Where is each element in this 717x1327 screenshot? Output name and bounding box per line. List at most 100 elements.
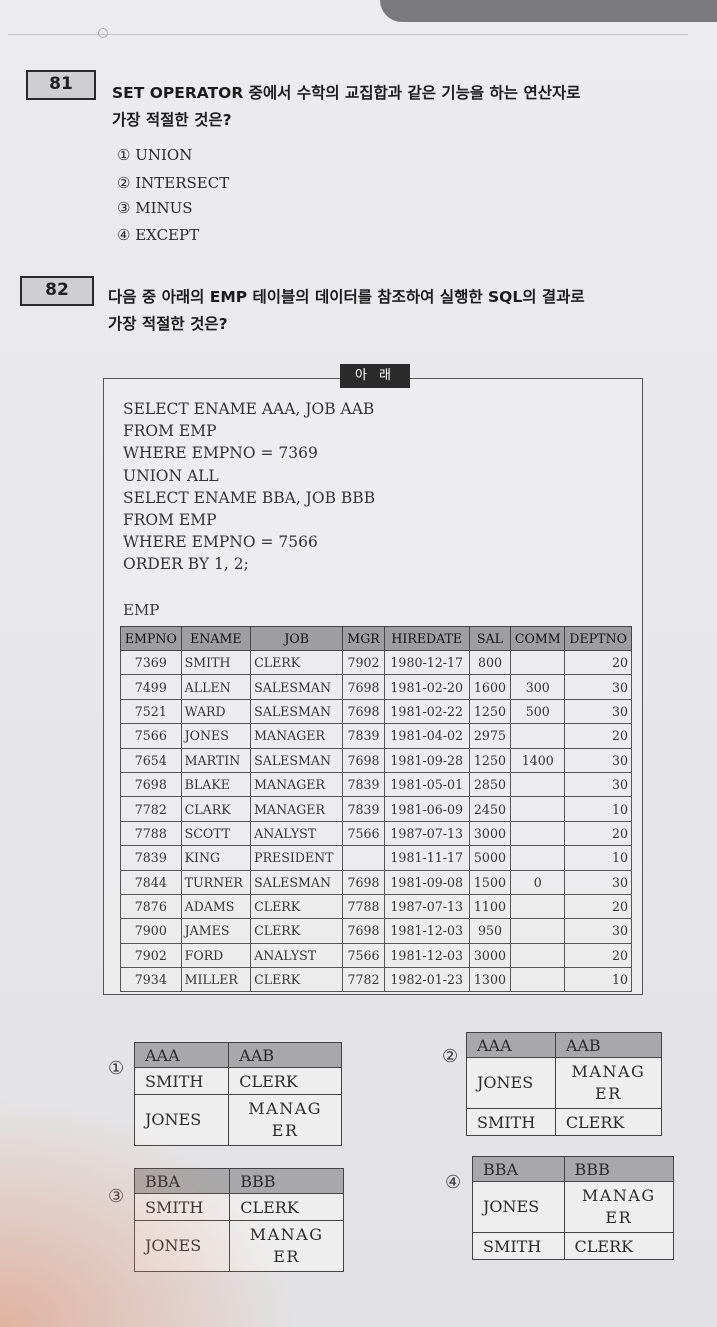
sql-line-2: FROM EMP — [123, 422, 217, 441]
question-81-number: 81 — [26, 70, 96, 100]
header-ring-mark — [98, 28, 108, 38]
emp-cell-comm — [510, 893, 566, 920]
emp-cell-hiredate: 1981-09-28 — [383, 747, 470, 773]
q81-choice-4[interactable]: ④ EXCEPT — [117, 226, 200, 244]
emp-cell-comm: 1400 — [510, 747, 566, 773]
emp-cell-mgr: 7566 — [342, 942, 385, 969]
emp-cell-mgr: 7839 — [342, 796, 385, 822]
emp-cell-empno: 7876 — [120, 893, 182, 920]
answer-header-cell: BBB — [229, 1168, 344, 1194]
emp-cell-job: PRESIDENT — [250, 845, 344, 871]
question-81-line-1: SET OPERATOR 중에서 수학의 교집합과 같은 기능을 하는 연산자로 — [112, 84, 581, 102]
answer-3-table[interactable]: BBA BBB SMITH CLERK JONES MANAG ER — [133, 1168, 344, 1272]
emp-cell-deptno: 30 — [564, 869, 632, 895]
emp-cell-sal: 2850 — [468, 771, 512, 798]
table-row: 7521 WARD SALESMAN 7698 1981-02-22 1250 500 30 — [120, 698, 632, 725]
answer-cell: JONES — [466, 1057, 556, 1109]
emp-cell-comm — [510, 771, 566, 798]
emp-cell-hiredate: 1982-01-23 — [383, 967, 470, 993]
emp-cell-ename: ALLEN — [180, 674, 252, 700]
emp-cell-mgr — [342, 845, 385, 871]
table-row: 7782 CLARK MANAGER 7839 1981-06-09 2450 10 — [120, 796, 632, 822]
emp-cell-mgr: 7698 — [342, 698, 385, 725]
emp-header-sal: SAL — [468, 626, 512, 651]
emp-cell-sal: 3000 — [468, 820, 512, 847]
emp-cell-job: SALESMAN — [250, 674, 344, 700]
emp-cell-empno: 7844 — [120, 869, 182, 895]
emp-cell-comm — [510, 845, 566, 871]
emp-cell-sal: 1100 — [468, 893, 512, 920]
answer-4-table[interactable]: BBA BBB JONES MANAG ER SMITH CLERK — [472, 1156, 675, 1260]
emp-cell-deptno: 30 — [564, 747, 632, 773]
answer-1-table[interactable]: AAA AAB SMITH CLERK JONES MANAG ER — [133, 1042, 342, 1146]
answer-header-row: BBA BBB — [472, 1156, 675, 1182]
emp-cell-sal: 1250 — [468, 747, 512, 773]
q81-choice-1[interactable]: ① UNION — [117, 146, 193, 164]
answer-2-table[interactable]: AAA AAB JONES MANAG ER SMITH CLERK — [466, 1032, 663, 1136]
answer-header-cell: BBA — [472, 1156, 565, 1182]
emp-cell-ename: SCOTT — [180, 820, 252, 847]
emp-cell-comm — [510, 649, 566, 676]
answer-2-number[interactable]: ② — [442, 1046, 459, 1067]
emp-cell-comm — [510, 796, 566, 822]
question-82-text: 다음 중 아래의 EMP 테이블의 데이터를 참조하여 실행한 SQL의 결과로… — [108, 284, 585, 338]
q81-choice-3[interactable]: ③ MINUS — [117, 199, 193, 217]
page-header-bar — [380, 0, 717, 22]
answer-1-number[interactable]: ① — [108, 1058, 125, 1079]
answer-header-cell: AAB — [228, 1042, 342, 1068]
emp-cell-ename: CLARK — [180, 796, 252, 822]
answer-cell: MANAG ER — [229, 1220, 344, 1272]
table-row: 7788 SCOTT ANALYST 7566 1987-07-13 3000 20 — [120, 820, 632, 847]
answer-cell: SMITH — [133, 1067, 230, 1095]
emp-cell-empno: 7499 — [120, 674, 182, 700]
question-82-line-2: 가장 적절한 것은? — [108, 315, 228, 333]
emp-cell-job: SALESMAN — [250, 747, 344, 773]
emp-cell-deptno: 20 — [564, 893, 632, 920]
answer-cell: JONES — [133, 1094, 230, 1146]
sql-line-1: SELECT ENAME AAA, JOB AAB — [123, 400, 375, 418]
answer-row: JONES MANAG ER — [133, 1094, 342, 1146]
table-row: 7839 KING PRESIDENT 1981-11-17 5000 10 — [120, 845, 632, 871]
emp-cell-hiredate: 1980-12-17 — [383, 649, 470, 676]
emp-cell-ename: MILLER — [180, 967, 252, 993]
emp-cell-deptno: 10 — [564, 967, 632, 993]
emp-cell-ename: JAMES — [180, 918, 252, 944]
sql-line-5: SELECT ENAME BBA, JOB BBB — [123, 488, 376, 507]
table-row: 7698 BLAKE MANAGER 7839 1981-05-01 2850 30 — [120, 771, 632, 798]
emp-cell-ename: ADAMS — [180, 893, 252, 920]
emp-cell-mgr: 7839 — [342, 723, 385, 749]
emp-cell-job: ANALYST — [250, 942, 344, 969]
answer-row: SMITH CLERK — [466, 1108, 663, 1136]
answer-cell: CLERK — [228, 1067, 342, 1095]
question-81-line-2: 가장 적절한 것은? — [112, 111, 232, 129]
answer-cell: SMITH — [133, 1193, 231, 1221]
emp-cell-comm — [510, 918, 566, 944]
emp-cell-comm: 500 — [510, 698, 566, 725]
emp-cell-comm: 300 — [510, 674, 566, 700]
answer-4-number[interactable]: ④ — [445, 1172, 462, 1193]
emp-cell-comm — [510, 967, 566, 993]
answer-header-cell: AAA — [466, 1032, 556, 1058]
answer-cell: SMITH — [472, 1232, 565, 1260]
emp-cell-deptno: 20 — [564, 649, 632, 676]
reference-box-label: 아 래 — [340, 364, 410, 388]
emp-cell-empno: 7788 — [120, 820, 182, 847]
emp-cell-ename: KING — [180, 845, 252, 871]
answer-cell: JONES — [133, 1220, 231, 1272]
sql-line-3: WHERE EMPNO = 7369 — [123, 444, 318, 463]
table-row: 7902 FORD ANALYST 7566 1981-12-03 3000 20 — [120, 942, 632, 969]
answer-3-number[interactable]: ③ — [108, 1186, 125, 1207]
emp-cell-deptno: 10 — [564, 796, 632, 822]
sql-line-6: FROM EMP — [123, 511, 217, 530]
emp-table-body: 7369 SMITH CLERK 7902 1980-12-17 800 20 7499 ALL… — [120, 649, 632, 993]
answer-cell: MANAG ER — [228, 1094, 342, 1146]
answer-cell: SMITH — [466, 1108, 556, 1136]
emp-header-deptno: DEPTNO — [564, 626, 632, 651]
emp-cell-sal: 1250 — [468, 698, 512, 725]
answer-header-cell: AAA — [133, 1042, 230, 1068]
emp-header-comm: COMM — [510, 626, 566, 651]
answer-row: SMITH CLERK — [133, 1067, 342, 1095]
emp-cell-mgr: 7698 — [342, 674, 385, 700]
q81-choice-2[interactable]: ② INTERSECT — [117, 174, 230, 192]
emp-cell-mgr: 7698 — [342, 747, 385, 773]
